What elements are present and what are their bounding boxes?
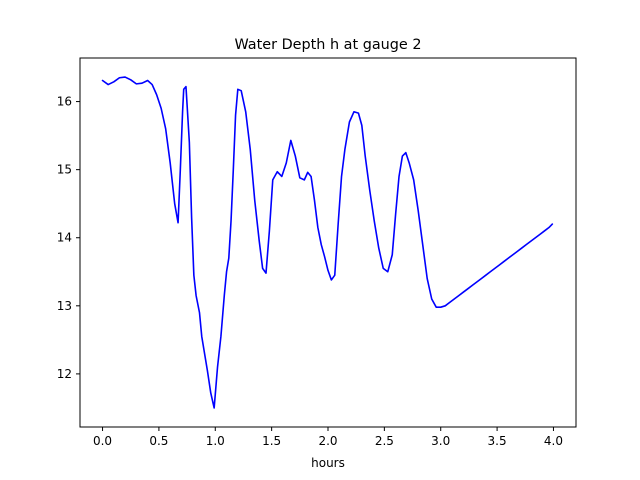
x-tick-label: 3.0 — [431, 434, 450, 448]
y-tick-label: 14 — [57, 231, 72, 245]
series-layer — [101, 76, 554, 409]
chart-title: Water Depth h at gauge 2 — [234, 37, 421, 53]
y-axis-ticks: 12 13 14 15 16 — [57, 95, 80, 381]
x-tick-label: 1.5 — [262, 434, 281, 448]
x-tick-label: 3.5 — [488, 434, 507, 448]
y-tick-label: 13 — [57, 299, 72, 313]
x-tick-label: 0.5 — [149, 434, 168, 448]
y-tick-label: 15 — [57, 163, 72, 177]
x-axis-ticks: 0.0 0.5 1.0 1.5 2.0 2.5 3.0 3.5 4.0 — [93, 427, 563, 448]
x-axis-title: hours — [311, 456, 345, 470]
x-tick-label: 0.0 — [93, 434, 112, 448]
series-line-0 — [101, 76, 554, 409]
x-tick-label: 4.0 — [544, 434, 563, 448]
y-tick-label: 16 — [57, 95, 72, 109]
x-tick-label: 2.0 — [318, 434, 337, 448]
x-tick-label: 2.5 — [375, 434, 394, 448]
y-tick-label: 12 — [57, 367, 72, 381]
x-tick-label: 1.0 — [206, 434, 225, 448]
